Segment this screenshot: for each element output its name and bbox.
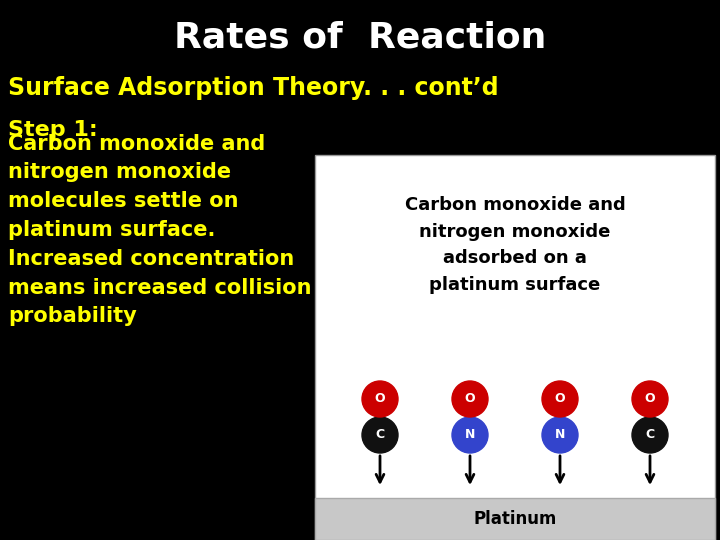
Text: Carbon monoxide and
nitrogen monoxide
adsorbed on a
platinum surface: Carbon monoxide and nitrogen monoxide ad… [405,197,626,294]
Circle shape [542,381,578,417]
Text: Surface Adsorption Theory. . . cont’d: Surface Adsorption Theory. . . cont’d [8,76,499,100]
Text: O: O [464,393,475,406]
Circle shape [632,417,668,453]
Text: O: O [554,393,565,406]
Text: N: N [465,429,475,442]
Circle shape [362,417,398,453]
Circle shape [632,381,668,417]
Text: O: O [644,393,655,406]
Text: N: N [555,429,565,442]
Text: Carbon monoxide and
nitrogen monoxide
molecules settle on
platinum surface.
Incr: Carbon monoxide and nitrogen monoxide mo… [8,133,312,326]
Bar [315,498,715,540]
Text: Platinum: Platinum [473,510,557,528]
Text: Step 1:: Step 1: [8,120,98,140]
Circle shape [362,381,398,417]
Text: O: O [374,393,385,406]
Circle shape [452,417,488,453]
Bar [315,155,715,540]
Circle shape [542,417,578,453]
Circle shape [452,381,488,417]
Text: C: C [375,429,384,442]
Text: Rates of  Reaction: Rates of Reaction [174,21,546,55]
Text: C: C [645,429,654,442]
